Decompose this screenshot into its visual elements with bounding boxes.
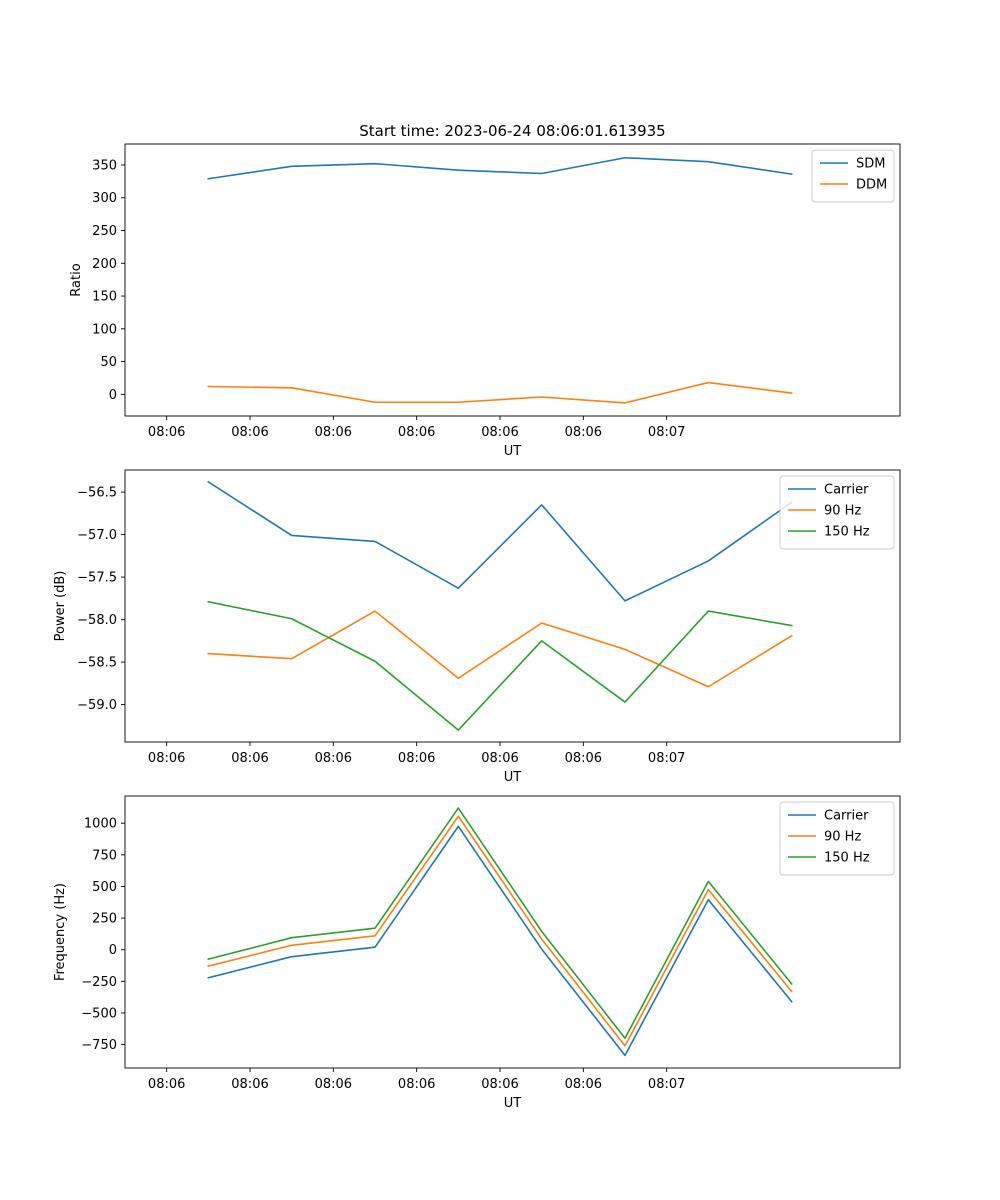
y-tick-label: 250 xyxy=(92,224,117,239)
x-tick-label: 08:07 xyxy=(648,751,685,766)
legend-entry: SDM xyxy=(856,157,885,172)
x-tick-label: 08:06 xyxy=(148,425,185,440)
axes-frame xyxy=(124,795,901,1069)
series-line-90-hz xyxy=(207,815,793,1047)
series-line-150-hz xyxy=(207,807,793,1040)
series-line-sdm xyxy=(207,156,793,180)
legend-entry: Carrier xyxy=(824,483,869,498)
y-tick-label: 0 xyxy=(109,943,117,958)
x-axis-label: UT xyxy=(504,770,522,785)
y-tick-label: −59.0 xyxy=(77,698,117,713)
y-tick-label: −56.5 xyxy=(77,486,117,501)
x-axis-label: UT xyxy=(504,1096,522,1111)
y-tick-label: 1000 xyxy=(84,817,117,832)
x-tick-label: 08:06 xyxy=(398,1077,435,1092)
y-tick-label: −58.5 xyxy=(77,656,117,671)
legend: SDM DDM xyxy=(811,149,895,203)
figure-title: Start time: 2023-06-24 08:06:01.613935 xyxy=(359,122,665,140)
x-tick-label: 08:06 xyxy=(231,751,268,766)
axes-frame xyxy=(124,469,901,743)
y-tick-label: 500 xyxy=(92,880,117,895)
x-tick-label: 08:06 xyxy=(481,1077,518,1092)
x-tick-label: 08:06 xyxy=(148,751,185,766)
legend: Carrier 90 Hz 150 Hz xyxy=(779,475,895,550)
axes-frame xyxy=(124,143,901,417)
series-line-150-hz xyxy=(207,600,793,731)
legend-entry: 90 Hz xyxy=(824,830,861,845)
legend: Carrier 90 Hz 150 Hz xyxy=(779,801,895,876)
y-tick-label: −750 xyxy=(81,1038,117,1053)
x-tick-label: 08:07 xyxy=(648,1077,685,1092)
subplot-2: 08:06 08:06 08:06 08:06 08:06 08:06 08:07 −59.0… xyxy=(53,469,901,785)
series-line-carrier xyxy=(207,480,793,602)
y-tick-label: −57.0 xyxy=(77,528,117,543)
series-line-ddm xyxy=(207,381,793,404)
y-axis-label: Power (dB) xyxy=(53,571,68,642)
x-tick-label: 08:07 xyxy=(648,425,685,440)
x-axis-label: UT xyxy=(504,444,522,459)
series-line-90-hz xyxy=(207,610,793,688)
y-tick-label: 150 xyxy=(92,290,117,305)
x-tick-label: 08:06 xyxy=(231,1077,268,1092)
y-tick-label: −250 xyxy=(81,975,117,990)
legend-entry: 90 Hz xyxy=(824,504,861,519)
y-tick-label: 50 xyxy=(100,355,117,370)
y-tick-label: −500 xyxy=(81,1006,117,1021)
y-tick-label: 250 xyxy=(92,912,117,927)
y-axis-label: Ratio xyxy=(69,263,84,296)
x-tick-label: 08:06 xyxy=(398,425,435,440)
y-tick-label: −57.5 xyxy=(77,571,117,586)
y-tick-label: 0 xyxy=(109,388,117,403)
subplot-3: 08:06 08:06 08:06 08:06 08:06 08:06 08:07 −750 −… xyxy=(53,795,901,1111)
x-tick-label: 08:06 xyxy=(481,425,518,440)
y-tick-label: 200 xyxy=(92,257,117,272)
legend-entry: Carrier xyxy=(824,809,869,824)
y-tick-label: −58.0 xyxy=(77,613,117,628)
legend-entry: DDM xyxy=(856,178,887,193)
x-tick-label: 08:06 xyxy=(315,751,352,766)
x-tick-label: 08:06 xyxy=(231,425,268,440)
subplot-1: 08:06 08:06 08:06 08:06 08:06 08:06 08:07 0 50 10… xyxy=(69,143,901,459)
y-tick-label: 300 xyxy=(92,191,117,206)
x-tick-label: 08:06 xyxy=(148,1077,185,1092)
x-tick-label: 08:06 xyxy=(565,425,602,440)
x-tick-label: 08:06 xyxy=(481,751,518,766)
legend-entry: 150 Hz xyxy=(824,851,870,866)
x-tick-label: 08:06 xyxy=(398,751,435,766)
y-tick-label: 100 xyxy=(92,322,117,337)
y-tick-label: 350 xyxy=(92,158,117,173)
series-line-carrier xyxy=(207,825,793,1057)
x-tick-label: 08:06 xyxy=(565,1077,602,1092)
x-tick-label: 08:06 xyxy=(565,751,602,766)
y-tick-label: 750 xyxy=(92,848,117,863)
y-axis-label: Frequency (Hz) xyxy=(53,883,68,981)
legend-entry: 150 Hz xyxy=(824,525,870,540)
x-tick-label: 08:06 xyxy=(315,1077,352,1092)
x-tick-label: 08:06 xyxy=(315,425,352,440)
